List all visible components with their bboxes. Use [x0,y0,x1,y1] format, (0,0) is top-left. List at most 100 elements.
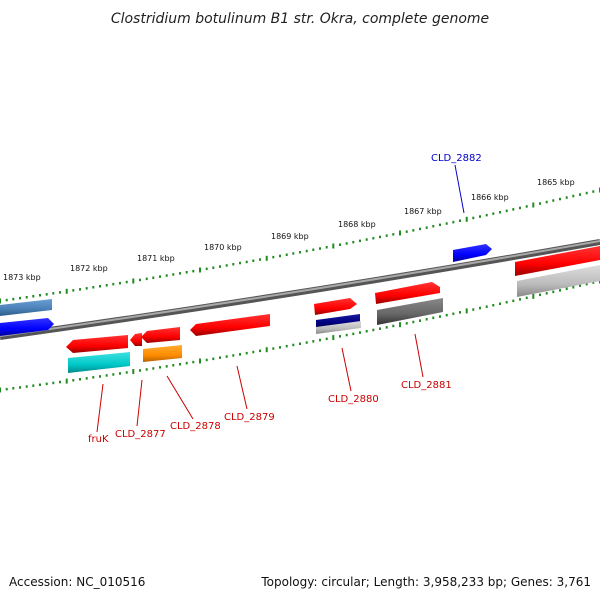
minor-tick [519,298,521,301]
minor-tick [352,240,355,244]
minor-tick [12,297,15,301]
minor-tick [379,235,381,239]
minor-tick [472,216,475,220]
minor-tick [339,335,341,338]
major-tick [65,378,68,384]
minor-tick [152,276,155,279]
major-tick [399,322,401,328]
cds-feature [141,327,180,343]
minor-tick [419,319,421,322]
minor-tick [412,229,415,232]
genome-backbone-highlight [0,240,600,337]
minor-tick [512,299,515,303]
cds-feature [453,244,492,262]
minor-tick [172,273,175,276]
minor-tick [565,196,568,199]
tick-label: 1868 kbp [338,220,376,229]
tick-label: 1871 kbp [137,254,175,263]
minor-tick [45,382,48,386]
minor-tick [179,363,181,366]
minor-tick [425,318,428,321]
minor-tick [119,281,121,285]
minor-tick [559,197,561,201]
minor-tick [345,242,348,245]
minor-tick [579,284,581,287]
minor-tick [365,238,368,241]
minor-tick [19,296,21,300]
minor-tick [299,251,301,254]
major-tick [0,298,1,304]
minor-tick [439,315,441,318]
minor-tick [172,364,175,367]
minor-tick [39,294,41,297]
minor-tick [319,247,321,250]
tick-label: 1873 kbp [3,273,41,282]
minor-tick [192,269,195,273]
leader-line [341,347,352,392]
minor-tick [419,227,421,231]
gene-label-cld-2878[interactable]: CLD_2878 [170,421,221,432]
minor-tick [512,208,515,211]
minor-tick [292,343,295,347]
minor-tick [519,206,521,210]
minor-tick [539,202,541,205]
minor-tick [105,374,108,377]
minor-tick [32,384,35,387]
leader-line [136,379,143,427]
minor-tick [405,230,408,233]
minor-tick [279,254,281,258]
minor-tick [412,320,415,324]
minor-tick [305,249,308,253]
cds-feature [143,345,182,362]
gene-labels: fruK CLD_2877 CLD_2878 CLD_2879 CLD_2880… [88,153,482,445]
minor-tick [545,200,548,204]
minor-tick [405,322,408,325]
minor-tick [259,258,261,261]
gene-label-fruk[interactable]: fruK [88,434,109,445]
minor-tick [339,243,341,246]
major-tick [399,230,401,236]
major-tick [332,335,335,341]
minor-tick [139,369,141,372]
minor-tick [52,381,55,385]
minor-tick [179,272,181,275]
minor-tick [259,349,261,353]
minor-tick [385,234,388,237]
major-tick [199,358,201,364]
minor-tick [392,324,395,328]
minor-tick [379,327,381,330]
minor-tick [499,211,501,214]
gene-label-cld-2879[interactable]: CLD_2879 [224,412,275,423]
minor-tick [32,295,35,298]
minor-tick [285,344,288,348]
minor-tick [312,340,315,343]
cds-feature [515,246,600,276]
minor-tick [205,358,208,362]
minor-tick [372,237,375,240]
gene-leader-lines [96,164,465,433]
genome-summary-text: Topology: circular; Length: 3,958,233 bp… [260,575,591,589]
minor-tick [159,366,161,369]
minor-tick [232,354,235,357]
minor-tick [385,326,388,329]
gene-label-cld-2882[interactable]: CLD_2882 [431,153,482,164]
minor-tick [272,255,275,259]
gene-label-cld-2877[interactable]: CLD_2877 [115,429,166,440]
minor-tick [59,291,61,294]
major-tick [465,308,468,314]
minor-tick [432,225,435,228]
minor-tick [125,280,128,284]
minor-tick [492,304,495,307]
minor-tick [72,379,75,382]
minor-tick [99,285,101,288]
minor-tick [372,328,375,332]
minor-tick [192,360,195,364]
minor-tick [145,368,148,371]
minor-tick [219,356,221,359]
minor-tick [552,290,555,294]
gene-label-cld-2881[interactable]: CLD_2881 [401,380,452,391]
cds-feature [314,298,357,315]
gene-label-cld-2880[interactable]: CLD_2880 [328,394,379,405]
cds-feature [316,321,361,334]
minor-tick [505,209,508,213]
